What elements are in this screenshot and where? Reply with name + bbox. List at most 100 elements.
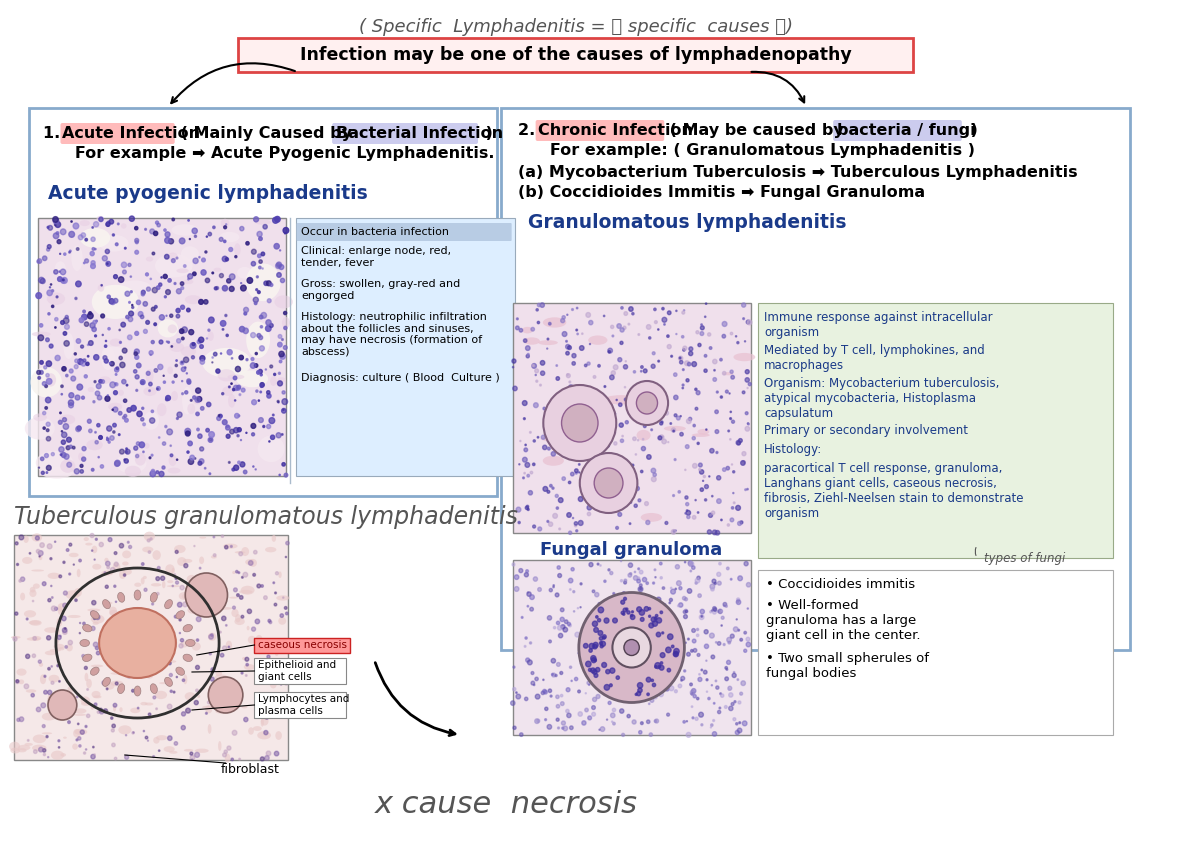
Circle shape <box>713 359 718 363</box>
Circle shape <box>530 471 533 474</box>
Circle shape <box>511 701 515 706</box>
Circle shape <box>715 430 719 434</box>
Ellipse shape <box>277 377 286 383</box>
Circle shape <box>266 281 271 286</box>
Circle shape <box>36 536 40 540</box>
Circle shape <box>68 232 74 238</box>
Circle shape <box>128 545 132 548</box>
Circle shape <box>650 619 654 622</box>
Circle shape <box>127 674 131 678</box>
Circle shape <box>571 308 574 311</box>
Circle shape <box>540 361 545 365</box>
Circle shape <box>680 677 685 680</box>
Circle shape <box>740 681 745 685</box>
Circle shape <box>199 447 204 451</box>
Circle shape <box>710 724 713 727</box>
Circle shape <box>134 355 139 359</box>
Circle shape <box>222 256 228 261</box>
Ellipse shape <box>235 614 241 622</box>
Circle shape <box>515 575 518 580</box>
Circle shape <box>138 312 143 317</box>
Ellipse shape <box>102 646 112 655</box>
Circle shape <box>560 318 565 323</box>
Circle shape <box>68 251 71 253</box>
Circle shape <box>724 644 725 645</box>
Circle shape <box>181 337 184 340</box>
Ellipse shape <box>541 436 560 441</box>
Circle shape <box>701 323 702 325</box>
Circle shape <box>527 505 529 508</box>
Circle shape <box>589 563 593 567</box>
Circle shape <box>282 463 286 466</box>
Circle shape <box>124 399 127 402</box>
Circle shape <box>550 588 552 592</box>
Ellipse shape <box>241 586 254 594</box>
Circle shape <box>732 420 734 424</box>
Circle shape <box>176 459 178 460</box>
Circle shape <box>698 678 702 682</box>
Circle shape <box>558 727 559 729</box>
Circle shape <box>74 297 77 300</box>
Circle shape <box>599 495 601 498</box>
Circle shape <box>630 615 635 620</box>
Circle shape <box>637 579 641 583</box>
Circle shape <box>115 374 116 375</box>
Circle shape <box>208 233 211 236</box>
Circle shape <box>678 491 680 493</box>
Circle shape <box>134 239 139 243</box>
Circle shape <box>65 324 70 329</box>
Circle shape <box>684 670 685 672</box>
Circle shape <box>78 235 83 239</box>
Circle shape <box>547 338 548 340</box>
Ellipse shape <box>90 667 100 675</box>
Circle shape <box>734 700 736 703</box>
Circle shape <box>230 383 233 385</box>
Circle shape <box>619 423 623 427</box>
Circle shape <box>688 588 691 593</box>
Circle shape <box>673 640 674 641</box>
Circle shape <box>656 618 661 623</box>
Circle shape <box>704 498 707 501</box>
Circle shape <box>17 564 18 565</box>
Circle shape <box>714 369 715 371</box>
Text: 2.: 2. <box>518 123 541 138</box>
Circle shape <box>113 233 114 236</box>
Circle shape <box>199 458 204 464</box>
Circle shape <box>64 332 67 335</box>
Circle shape <box>173 691 175 693</box>
Circle shape <box>107 688 108 689</box>
Circle shape <box>112 728 114 732</box>
Circle shape <box>748 320 752 325</box>
Circle shape <box>580 453 637 513</box>
Circle shape <box>84 666 88 670</box>
Ellipse shape <box>205 578 210 586</box>
Circle shape <box>649 337 650 339</box>
Circle shape <box>120 363 125 368</box>
Circle shape <box>552 446 554 449</box>
Ellipse shape <box>247 626 250 630</box>
Circle shape <box>696 331 698 334</box>
Circle shape <box>712 655 715 659</box>
Circle shape <box>726 390 728 393</box>
Ellipse shape <box>150 593 157 602</box>
Circle shape <box>76 739 78 741</box>
Ellipse shape <box>55 706 67 712</box>
Circle shape <box>593 644 598 649</box>
Circle shape <box>42 749 46 752</box>
Ellipse shape <box>74 708 86 713</box>
Circle shape <box>181 726 185 730</box>
Circle shape <box>719 562 721 565</box>
Circle shape <box>743 391 745 394</box>
Circle shape <box>91 550 92 551</box>
Circle shape <box>272 582 275 583</box>
Circle shape <box>527 592 532 596</box>
Circle shape <box>46 735 48 738</box>
Circle shape <box>200 360 204 364</box>
Circle shape <box>685 513 686 514</box>
Circle shape <box>258 418 263 423</box>
Circle shape <box>47 379 52 385</box>
Circle shape <box>95 431 96 433</box>
Circle shape <box>247 609 252 614</box>
Circle shape <box>186 308 190 312</box>
Text: Chronic Infection: Chronic Infection <box>538 123 692 138</box>
